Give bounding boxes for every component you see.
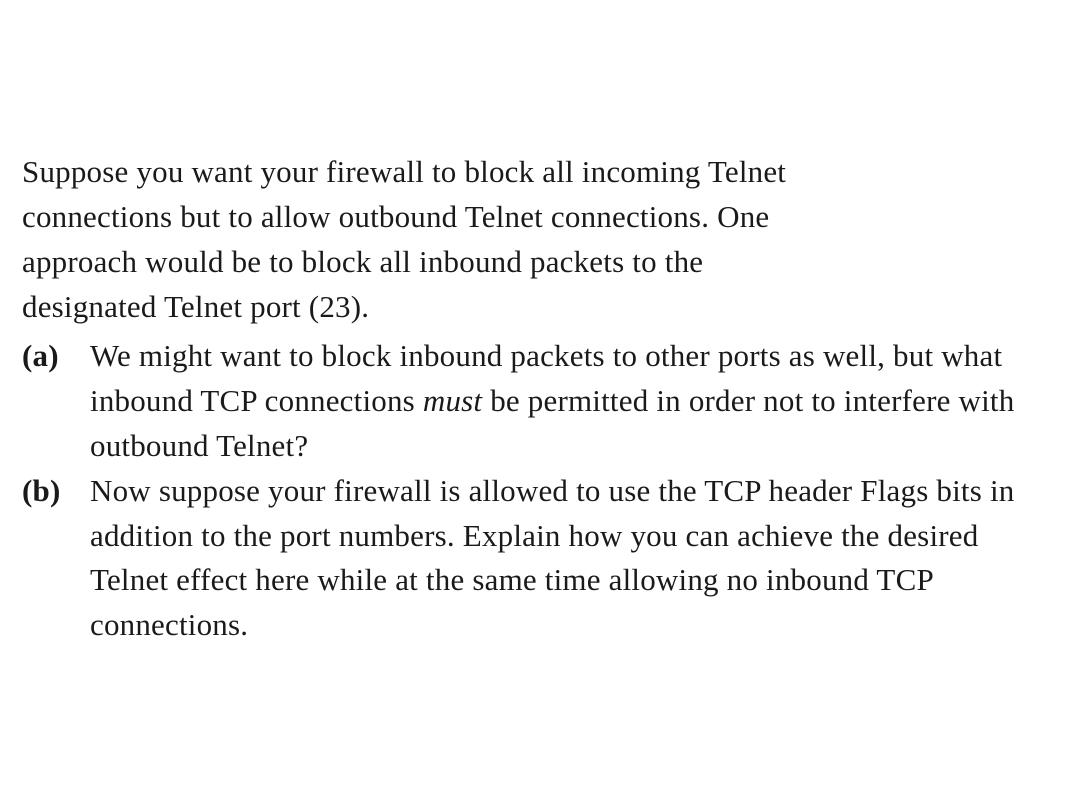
intro-line: approach would be to block all inbound p…	[22, 244, 703, 279]
question-page: Suppose you want your firewall to block …	[0, 0, 1080, 688]
part-text: Now suppose your firewall is allowed to …	[90, 469, 1058, 649]
intro-line: Suppose you want your firewall to block …	[22, 154, 786, 189]
question-part-b: (b) Now suppose your firewall is allowed…	[22, 469, 1058, 649]
question-parts: (a) We might want to block inbound packe…	[22, 334, 1058, 649]
part-label: (b)	[22, 469, 90, 514]
question-intro: Suppose you want your firewall to block …	[22, 150, 1058, 330]
intro-line: connections but to allow outbound Telnet…	[22, 199, 769, 234]
part-label: (a)	[22, 334, 90, 379]
part-text: We might want to block inbound packets t…	[90, 334, 1058, 469]
part-text-pre: Now suppose your firewall is allowed to …	[90, 473, 1014, 643]
intro-line: designated Telnet port (23).	[22, 289, 369, 324]
question-part-a: (a) We might want to block inbound packe…	[22, 334, 1058, 469]
part-text-em: must	[423, 383, 482, 418]
